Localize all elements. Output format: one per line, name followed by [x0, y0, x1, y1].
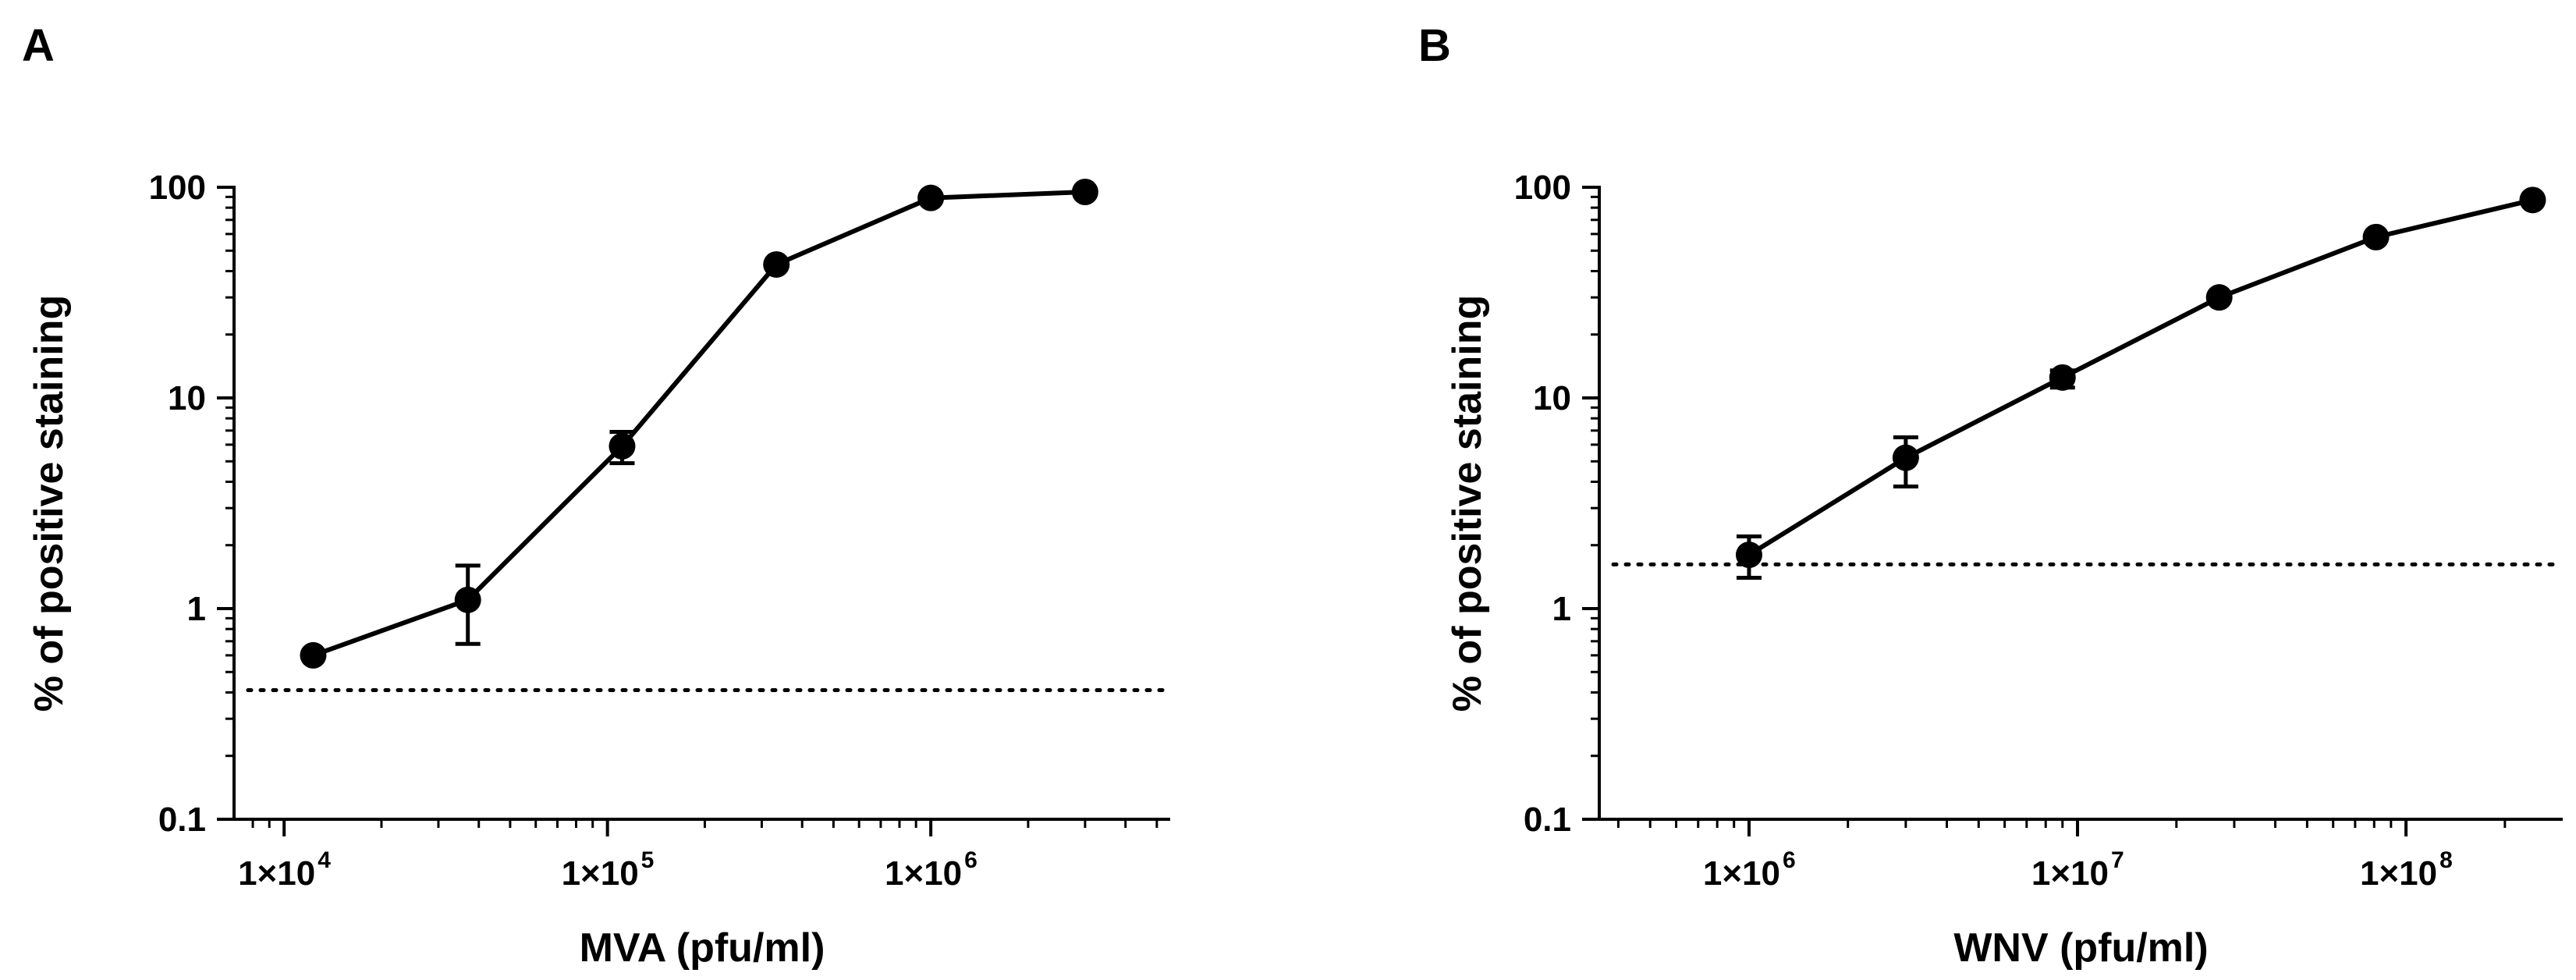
x-tick-exponent: 8	[2439, 847, 2453, 873]
x-tick-label: 1×10	[562, 854, 639, 893]
data-point	[2519, 186, 2546, 214]
y-tick-label: 10	[1533, 379, 1571, 417]
x-axis-title: WNV (pfu/ml)	[1953, 925, 2208, 971]
data-point	[763, 250, 790, 278]
x-tick-label: 1×10	[1703, 854, 1780, 893]
x-tick-exponent: 4	[318, 847, 331, 873]
y-tick-label: 10	[168, 379, 206, 417]
panel-label: B	[1418, 20, 1451, 71]
series-line	[312, 190, 1086, 658]
x-tick-label: 1×10	[238, 854, 315, 893]
data-point	[2362, 223, 2390, 250]
data-point	[2205, 284, 2233, 311]
panel-label: A	[22, 20, 55, 71]
data-point	[1071, 179, 1098, 206]
y-tick-label: 1	[1552, 590, 1571, 628]
y-tick-label: 1	[187, 590, 206, 628]
y-axis-title: % of positive staining	[1445, 295, 1490, 712]
y-axis-title: % of positive staining	[27, 295, 72, 712]
x-tick-exponent: 7	[2111, 847, 2124, 873]
x-axis-title: MVA (pfu/ml)	[580, 925, 825, 971]
x-tick-label: 1×10	[2031, 854, 2109, 893]
y-tick-label: 0.1	[158, 801, 206, 839]
series-line	[1747, 197, 2534, 557]
data-point	[300, 641, 327, 669]
x-tick-exponent: 6	[1783, 847, 1796, 873]
data-point	[454, 586, 481, 613]
y-tick-label: 0.1	[1524, 801, 1571, 839]
data-point	[1735, 541, 1762, 569]
x-tick-label: 1×10	[2360, 854, 2437, 893]
data-point	[2049, 364, 2076, 391]
y-tick-label: 100	[1514, 169, 1571, 207]
data-point	[609, 432, 636, 460]
data-point	[1892, 444, 1919, 471]
data-point	[917, 184, 945, 211]
y-tick-label: 100	[149, 169, 206, 207]
x-tick-exponent: 6	[964, 847, 978, 873]
x-tick-label: 1×10	[885, 854, 962, 893]
x-tick-exponent: 5	[641, 847, 655, 873]
